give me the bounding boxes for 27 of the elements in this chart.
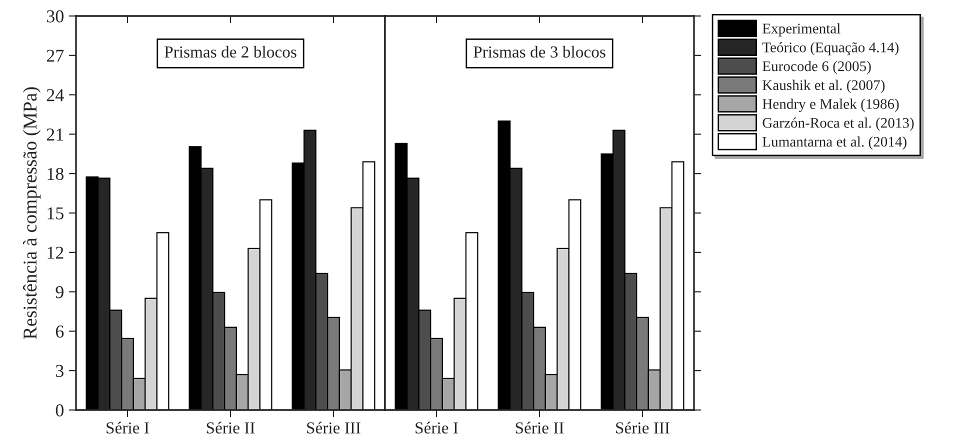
annotation: Prismas de 2 blocos (164, 46, 296, 58)
y-tick-label: 18 (48, 168, 64, 180)
y-tick-label: 6 (56, 326, 64, 338)
legend-label: Kaushik et al. (2007) (762, 80, 885, 94)
x-tick-label: Série I (106, 422, 149, 434)
y-tick-label: 27 (46, 50, 64, 62)
x-tick-label: Série I (416, 422, 458, 434)
legend-label: Garzón-Roca et al. (2013) (762, 118, 914, 131)
y-tick-label: 9 (56, 286, 64, 298)
legend-label: Teórico (Equação 4.14) (762, 42, 899, 56)
y-tick-label: 30 (47, 10, 64, 22)
legend-label: Hendry e Malek (1986) (762, 98, 899, 112)
x-tick-label: Série III (307, 422, 360, 434)
x-tick-label: Série II (206, 422, 255, 434)
legend-label: Eurocode 6 (2005) (762, 60, 871, 74)
x-tick-label: Série II (516, 422, 564, 434)
y-tick-label: 21 (46, 128, 64, 140)
annotation: Prismas de 3 blocos (474, 46, 606, 58)
y-tick-label: 12 (48, 246, 64, 259)
legend-label: Experimental (762, 23, 840, 36)
y-tick-label: 24 (46, 89, 64, 102)
y-axis-title: Resistência à compressão (MPa) (22, 87, 41, 340)
x-tick-label: Série III (616, 422, 670, 434)
legend-label: Lumantarna et al. (2014) (762, 136, 906, 150)
y-tick-label: 15 (48, 207, 64, 220)
y-tick-label: 3 (56, 364, 64, 378)
y-tick-label: 0 (56, 404, 64, 416)
